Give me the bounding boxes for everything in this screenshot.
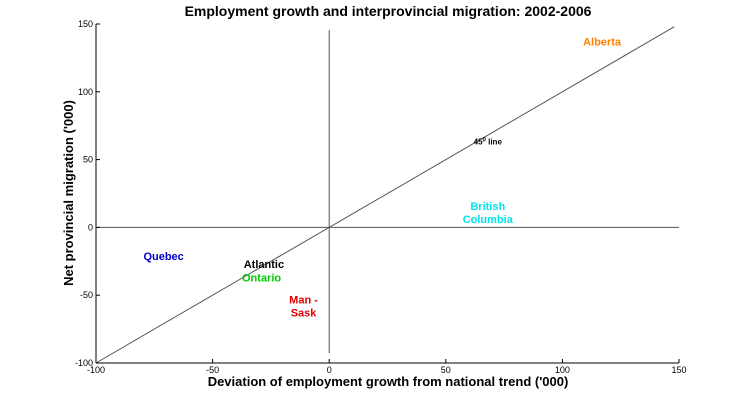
- data-point-text: Man -: [289, 295, 318, 307]
- data-point-label: Man -Sask: [289, 295, 318, 320]
- data-point-label: Ontario: [242, 273, 281, 285]
- reference-45-line: [95, 26, 675, 364]
- data-point-text: Atlantic: [244, 259, 284, 271]
- y-axis-label: Net provincial migration ('000): [61, 100, 76, 286]
- y-tick-label: -100: [75, 358, 93, 368]
- y-tick-label: -50: [80, 290, 93, 300]
- axes: [95, 24, 679, 364]
- y-tick-label: 50: [83, 155, 93, 165]
- tick-labels: -100 -50 0 50 100 150 -100 -50 0 50 100 150: [75, 19, 687, 375]
- data-point-label: Quebec: [143, 251, 183, 263]
- data-point-text: British: [470, 201, 505, 213]
- x-tick-label: -50: [206, 365, 219, 375]
- data-point-label: Atlantic: [244, 259, 284, 271]
- x-tick-label: 150: [671, 365, 686, 375]
- reference-line-group: 450 line: [95, 26, 675, 364]
- data-point-text: Quebec: [143, 251, 183, 263]
- data-point-text: Columbia: [463, 214, 514, 226]
- reference-line-label: 450 line: [474, 138, 503, 147]
- y-tick-label: 150: [78, 19, 93, 29]
- x-tick-label: 50: [441, 365, 451, 375]
- data-point-label: Alberta: [583, 37, 622, 49]
- y-tick-label: 100: [78, 87, 93, 97]
- data-point-text: Alberta: [583, 37, 622, 49]
- chart-title: Employment growth and interprovincial mi…: [185, 3, 592, 19]
- x-tick-label: -100: [87, 365, 105, 375]
- data-point-text: Ontario: [242, 273, 281, 285]
- x-tick-label: 0: [327, 365, 332, 375]
- x-tick-label: 100: [555, 365, 570, 375]
- data-point-text: Sask: [291, 308, 318, 320]
- y-tick-label: 0: [88, 222, 93, 232]
- x-axis-label: Deviation of employment growth from nati…: [208, 374, 569, 389]
